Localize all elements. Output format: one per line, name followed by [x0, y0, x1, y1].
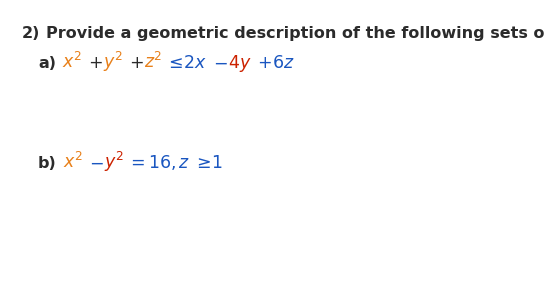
Text: $x^2$: $x^2$: [63, 152, 83, 172]
Text: $\,=16,$: $\,=16,$: [124, 153, 176, 172]
Text: $y^2$: $y^2$: [104, 150, 124, 174]
Text: $y^2$: $y^2$: [103, 50, 123, 74]
Text: b): b): [38, 156, 57, 171]
Text: $\,+\,$: $\,+\,$: [251, 54, 273, 72]
Text: $1$: $1$: [211, 154, 222, 172]
Text: $\,-\,$: $\,-\,$: [207, 54, 228, 72]
Text: Provide a geometric description of the following sets of points:: Provide a geometric description of the f…: [46, 26, 544, 41]
Text: $\,\leq\,$: $\,\leq\,$: [163, 54, 183, 72]
Text: $4y$: $4y$: [228, 53, 251, 74]
Text: $\,+\,$: $\,+\,$: [82, 54, 103, 72]
Text: $z^2$: $z^2$: [144, 52, 163, 72]
Text: $2x$: $2x$: [183, 54, 207, 72]
Text: $\,-\,$: $\,-\,$: [83, 154, 104, 172]
Text: $\,\geq\,$: $\,\geq\,$: [190, 154, 211, 172]
Text: $\,+\,$: $\,+\,$: [123, 54, 144, 72]
Text: $x^2$: $x^2$: [62, 52, 82, 72]
Text: 2): 2): [22, 26, 40, 41]
Text: $\,z$: $\,z$: [176, 154, 190, 172]
Text: $6z$: $6z$: [273, 54, 295, 72]
Text: a): a): [38, 56, 56, 71]
